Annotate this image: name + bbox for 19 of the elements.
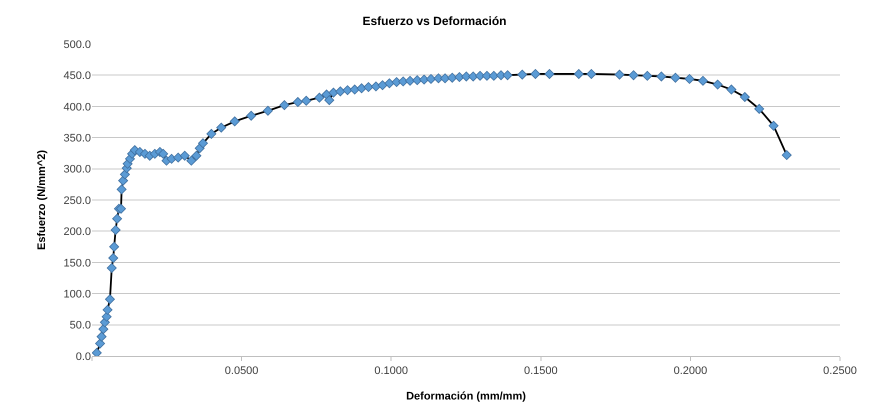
y-tick-label: 150.0 bbox=[63, 257, 91, 270]
x-tick-label: 0.1000 bbox=[374, 365, 408, 378]
y-tick-label: 250.0 bbox=[63, 194, 91, 207]
x-axis-title: Deformación (mm/mm) bbox=[406, 390, 526, 402]
y-tick-label: 50.0 bbox=[70, 320, 91, 332]
y-tick-label: 450.0 bbox=[63, 70, 91, 82]
y-tick-label: 0.0 bbox=[76, 350, 91, 363]
chart-title: Esfuerzo vs Deformación bbox=[362, 14, 507, 28]
y-tick-label: 350.0 bbox=[63, 132, 91, 144]
y-tick-label: 300.0 bbox=[63, 164, 91, 176]
x-tick-label: 0.2000 bbox=[674, 365, 708, 378]
y-tick-label: 400.0 bbox=[63, 101, 91, 114]
x-tick-label: 0.0500 bbox=[224, 365, 258, 378]
y-tick-label: 500.0 bbox=[63, 38, 91, 51]
x-tick-label: 0.1500 bbox=[524, 365, 558, 378]
x-tick-label: 0.2500 bbox=[823, 365, 857, 378]
y-tick-label: 100.0 bbox=[63, 288, 91, 300]
y-tick-label: 200.0 bbox=[63, 226, 91, 238]
y-axis-title: Esfuerzo (N/mm^2) bbox=[36, 150, 48, 250]
